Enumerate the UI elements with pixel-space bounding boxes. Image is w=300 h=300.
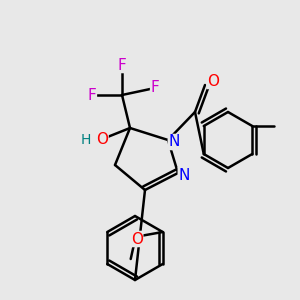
Text: N: N <box>178 167 190 182</box>
Text: N: N <box>168 134 180 149</box>
Text: O: O <box>207 74 219 88</box>
Text: O: O <box>131 232 143 247</box>
Text: F: F <box>151 80 159 95</box>
Text: F: F <box>88 88 96 103</box>
Text: F: F <box>118 58 126 73</box>
Text: H: H <box>81 133 91 147</box>
Text: O: O <box>96 133 108 148</box>
